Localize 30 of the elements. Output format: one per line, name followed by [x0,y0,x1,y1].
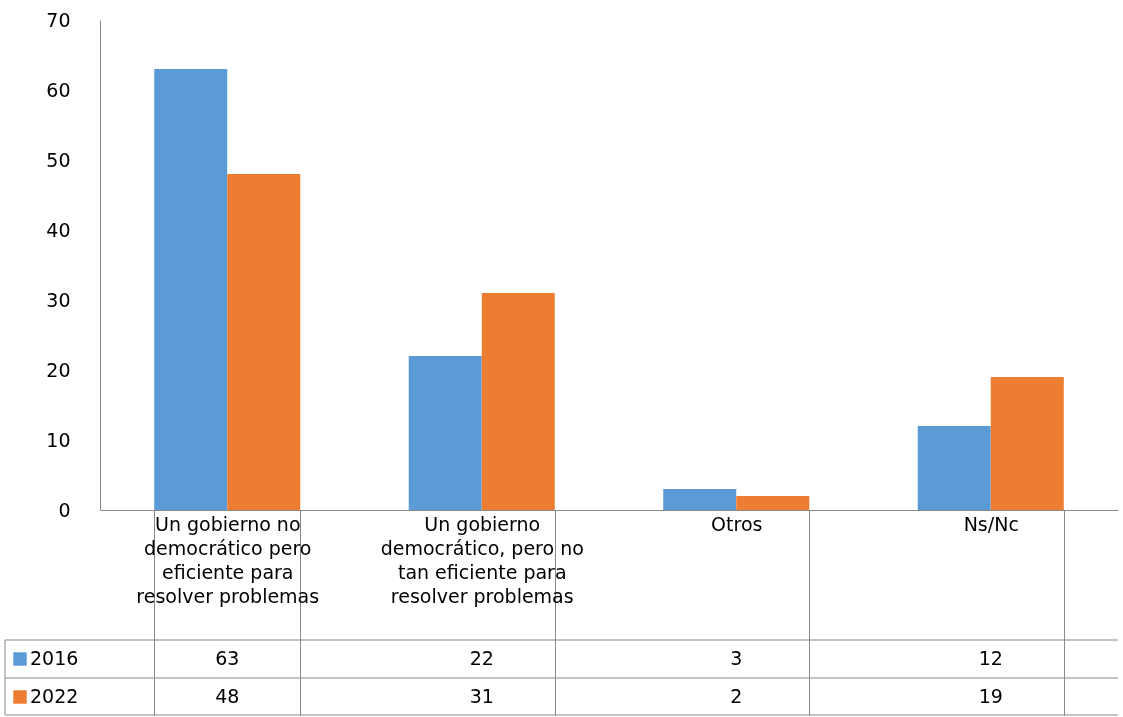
bar [408,356,482,510]
y-tick-label: 60 [46,78,71,101]
bar [227,174,301,510]
data-label: 31 [469,685,494,707]
bar [154,69,228,510]
x-tick-label: Ns/Nc [963,512,1019,535]
legend-label: 2022 [30,685,79,707]
data-label: 48 [215,685,240,707]
bar [663,489,737,510]
bar [481,293,555,510]
data-label: 22 [469,647,494,669]
y-tick-label: 40 [46,218,71,241]
x-tick-label: Otros [711,512,763,535]
data-label: 2 [730,685,743,707]
legend-label: 2016 [30,647,79,669]
y-tick-label: 0 [58,498,71,521]
y-tick-label: 30 [46,288,71,311]
data-label: 3 [730,647,743,669]
data-label: 12 [978,647,1003,669]
bar [990,377,1064,510]
x-tick-label: Un gobierno democrático, pero no tan eficiente para resolver problemas [380,512,584,607]
y-tick-label: 10 [46,428,71,451]
y-tick-label: 50 [46,148,71,171]
bar [917,426,991,510]
data-label: 63 [215,647,240,669]
y-tick-label: 70 [46,8,71,31]
y-tick-label: 20 [46,358,71,381]
data-label: 19 [978,685,1003,707]
bar [736,496,810,510]
x-tick-label: Un gobierno no democrático pero eficiente para resolver problemas [136,512,320,607]
